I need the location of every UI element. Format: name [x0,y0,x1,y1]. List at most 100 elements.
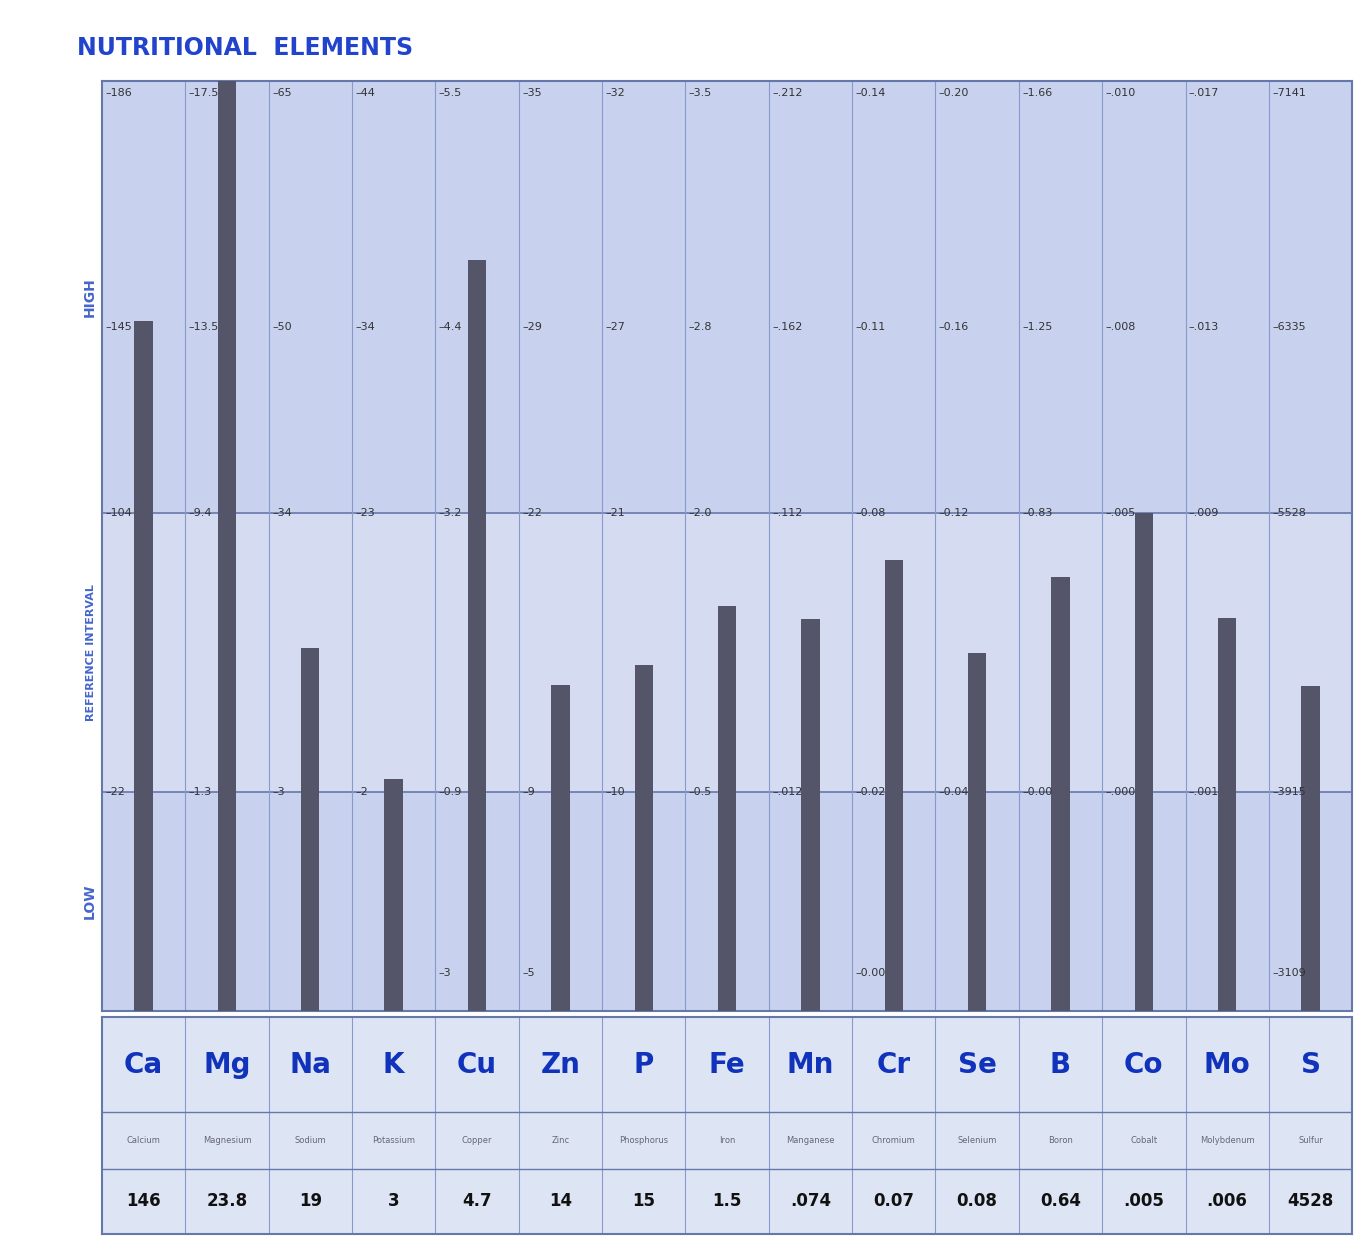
Text: 4528: 4528 [1287,1192,1333,1210]
Text: –.008: –.008 [1105,322,1136,332]
Text: –3: –3 [439,968,451,978]
Text: 23.8: 23.8 [207,1192,247,1210]
Text: –1.66: –1.66 [1022,88,1052,98]
Text: –.009: –.009 [1189,508,1219,518]
Bar [1135,513,1152,1011]
Text: Molybdenum: Molybdenum [1200,1136,1254,1145]
Text: Cr: Cr [877,1050,911,1079]
Text: Manganese: Manganese [786,1136,834,1145]
Text: 15: 15 [632,1192,655,1210]
Text: –104: –104 [105,508,132,518]
Text: 19: 19 [299,1192,322,1210]
Text: –23: –23 [355,508,375,518]
Text: –1.25: –1.25 [1022,322,1052,332]
Text: –44: –44 [355,88,375,98]
Text: –0.9: –0.9 [439,787,462,797]
Text: –.000: –.000 [1105,787,1136,797]
Text: Cu: Cu [457,1050,497,1079]
Text: Fe: Fe [709,1050,745,1079]
Text: –.001: –.001 [1189,787,1219,797]
Text: REFERENCE INTERVAL: REFERENCE INTERVAL [87,584,96,720]
Text: –0.5: –0.5 [689,787,712,797]
Text: B: B [1051,1050,1071,1079]
Text: 1.5: 1.5 [712,1192,742,1210]
Text: Zn: Zn [541,1050,580,1079]
Text: .074: .074 [790,1192,830,1210]
Text: –35: –35 [522,88,542,98]
Text: LOW: LOW [83,884,96,919]
Text: K: K [383,1050,405,1079]
Text: –27: –27 [605,322,625,332]
Text: 0.07: 0.07 [874,1192,915,1210]
Bar [802,619,819,1011]
Text: –0.12: –0.12 [939,508,969,518]
Bar [385,779,402,1011]
Text: –0.00: –0.00 [1022,787,1052,797]
Text: Cobalt: Cobalt [1131,1136,1158,1145]
Text: –.013: –.013 [1189,322,1219,332]
Text: –145: –145 [105,322,132,332]
Text: –21: –21 [605,508,625,518]
Text: Mg: Mg [204,1050,250,1079]
Text: P: P [633,1050,654,1079]
Text: –29: –29 [522,322,542,332]
Text: 146: 146 [126,1192,160,1210]
Text: –3915: –3915 [1272,787,1306,797]
Text: –22: –22 [105,787,125,797]
Text: .005: .005 [1124,1192,1165,1210]
Text: –5: –5 [522,968,534,978]
Text: –17.5: –17.5 [189,88,219,98]
Text: –34: –34 [272,508,292,518]
Text: –186: –186 [105,88,132,98]
Text: S: S [1301,1050,1321,1079]
Text: –.212: –.212 [772,88,803,98]
Bar [635,665,652,1011]
Text: –7141: –7141 [1272,88,1306,98]
Text: –0.83: –0.83 [1022,508,1052,518]
Text: Na: Na [289,1050,332,1079]
Text: –2: –2 [355,787,368,797]
Bar [552,684,569,1011]
Bar [718,606,737,1011]
Bar [102,513,1352,792]
Text: Sulfur: Sulfur [1298,1136,1322,1145]
Bar [135,321,152,1011]
Text: –3: –3 [272,787,284,797]
Text: –3.2: –3.2 [439,508,462,518]
Text: Mo: Mo [1204,1050,1250,1079]
Text: –0.16: –0.16 [939,322,969,332]
Bar [1302,686,1320,1011]
Text: 4.7: 4.7 [462,1192,492,1210]
Bar [1218,618,1237,1011]
Text: 0.08: 0.08 [957,1192,998,1210]
Text: –0.11: –0.11 [855,322,886,332]
Text: –10: –10 [605,787,625,797]
Text: –50: –50 [272,322,292,332]
Text: –6335: –6335 [1272,322,1306,332]
Bar [885,559,902,1011]
Text: .006: .006 [1207,1192,1248,1210]
Text: Sodium: Sodium [295,1136,326,1145]
Text: –9: –9 [522,787,535,797]
Text: –.112: –.112 [772,508,802,518]
Bar [968,652,987,1011]
Text: –3109: –3109 [1272,968,1306,978]
Text: –3.5: –3.5 [689,88,712,98]
Text: Copper: Copper [462,1136,492,1145]
Text: –34: –34 [355,322,375,332]
Text: Phosphorus: Phosphorus [620,1136,669,1145]
Text: –0.14: –0.14 [855,88,886,98]
Text: –.162: –.162 [772,322,802,332]
Text: Co: Co [1124,1050,1163,1079]
Text: –22: –22 [522,508,542,518]
Text: Magnesium: Magnesium [202,1136,251,1145]
Text: Zinc: Zinc [552,1136,569,1145]
Bar [217,33,236,1011]
Text: Mn: Mn [787,1050,834,1079]
Text: –0.04: –0.04 [939,787,969,797]
Text: –1.3: –1.3 [189,787,212,797]
Text: Boron: Boron [1048,1136,1072,1145]
Text: 3: 3 [387,1192,400,1210]
Text: –9.4: –9.4 [189,508,212,518]
Text: –0.00: –0.00 [855,968,886,978]
